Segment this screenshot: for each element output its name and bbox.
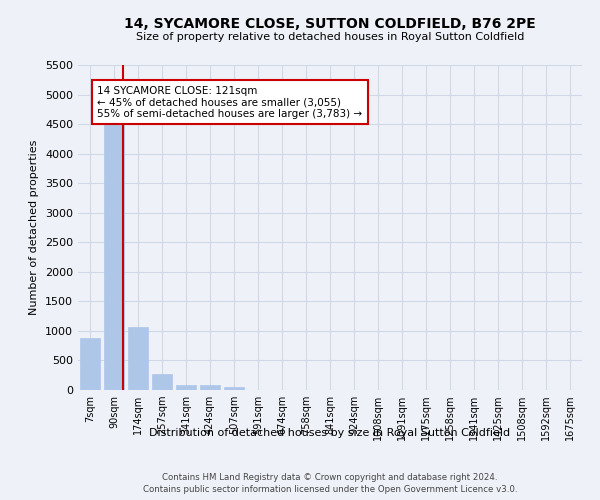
Bar: [80, 338, 100, 390]
Bar: [152, 374, 172, 390]
Text: 14 SYCAMORE CLOSE: 121sqm
← 45% of detached houses are smaller (3,055)
55% of se: 14 SYCAMORE CLOSE: 121sqm ← 45% of detac…: [97, 86, 362, 119]
Text: Distribution of detached houses by size in Royal Sutton Coldfield: Distribution of detached houses by size …: [149, 428, 511, 438]
Bar: [104, 121, 124, 390]
Bar: [128, 328, 148, 390]
Text: 14, SYCAMORE CLOSE, SUTTON COLDFIELD, B76 2PE: 14, SYCAMORE CLOSE, SUTTON COLDFIELD, B7…: [124, 18, 536, 32]
Bar: [176, 384, 196, 390]
Bar: [200, 385, 220, 390]
Y-axis label: Number of detached properties: Number of detached properties: [29, 140, 40, 315]
Text: Contains public sector information licensed under the Open Government Licence v3: Contains public sector information licen…: [143, 485, 517, 494]
Text: Contains HM Land Registry data © Crown copyright and database right 2024.: Contains HM Land Registry data © Crown c…: [162, 472, 498, 482]
Text: Size of property relative to detached houses in Royal Sutton Coldfield: Size of property relative to detached ho…: [136, 32, 524, 42]
Bar: [224, 387, 244, 390]
